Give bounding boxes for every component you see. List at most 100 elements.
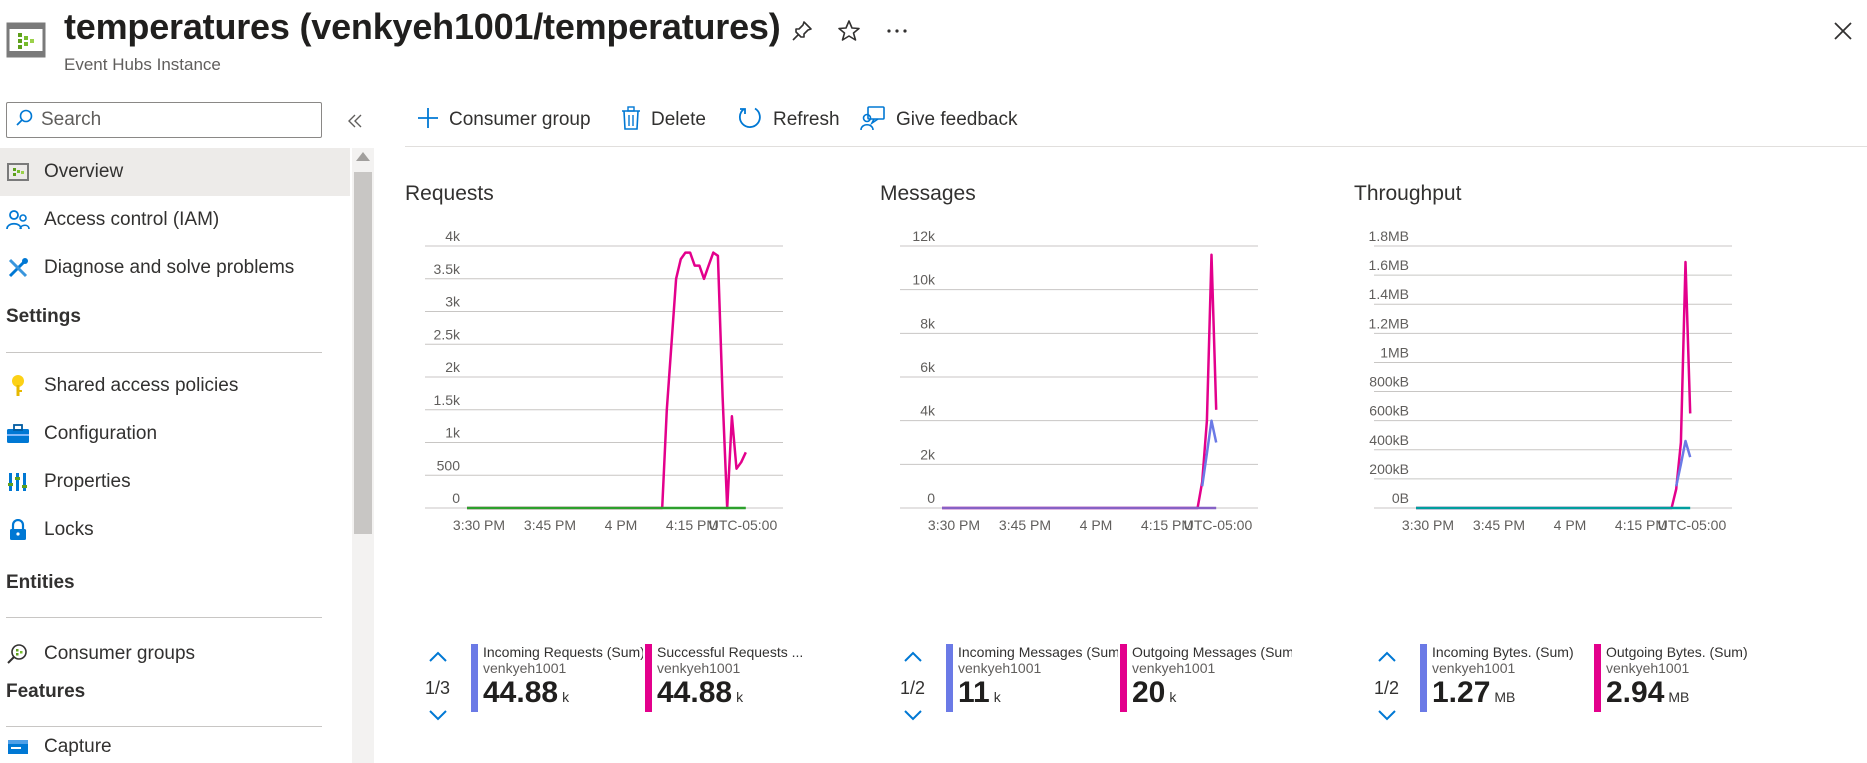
- legend-resource: venkyeh1001: [1132, 660, 1216, 676]
- legend-item[interactable]: Outgoing Bytes. (Sum) venkyeh1001 2.94 MB: [1594, 644, 1766, 714]
- legend-color-bar: [1420, 644, 1427, 712]
- legend-item[interactable]: Successful Requests ... venkyeh1001 44.8…: [645, 644, 817, 714]
- y-tick-label: 500: [437, 457, 461, 473]
- legend-value: 20 k: [1132, 676, 1292, 714]
- x-tick-label: 4 PM: [1554, 517, 1587, 533]
- legend-value-number: 44.88: [657, 676, 733, 709]
- refresh-button[interactable]: Refresh: [737, 100, 840, 140]
- button-label: Refresh: [773, 109, 840, 130]
- y-tick-label: 0: [927, 490, 935, 506]
- wrench-icon: [6, 256, 30, 280]
- event-hub-icon: [6, 160, 30, 184]
- series-line: [1674, 439, 1692, 487]
- requests-chart-card[interactable]: Requests 0 500 1k 1.5k 2k 2.5k 3k 3.5k 4k 3:30 PM…: [405, 176, 875, 736]
- scroll-thumb[interactable]: [354, 172, 372, 534]
- x-tick-label: 3:30 PM: [1402, 517, 1454, 533]
- add-consumer-group-button[interactable]: Consumer group: [417, 100, 591, 140]
- y-tick-label: 1.2MB: [1369, 315, 1409, 331]
- section-title-features: Features: [6, 681, 86, 702]
- legend-item[interactable]: Outgoing Messages (Sum) venkyeh1001 20 k: [1120, 644, 1292, 714]
- sidebar-item-properties[interactable]: Properties: [0, 458, 350, 506]
- legend-value-unit: MB: [1668, 689, 1690, 705]
- x-tick-label: 3:45 PM: [999, 517, 1051, 533]
- x-tick-label: 3:30 PM: [928, 517, 980, 533]
- close-icon[interactable]: [1826, 14, 1860, 48]
- sidebar-item-locks[interactable]: Locks: [0, 506, 350, 554]
- pin-icon[interactable]: [785, 14, 819, 48]
- legend-item[interactable]: Incoming Bytes. (Sum) venkyeh1001 1.27 MB: [1420, 644, 1592, 714]
- sidebar-item-label: Properties: [44, 471, 131, 492]
- sidebar-nav: Overview Access control (IAM) Diagnose a…: [0, 148, 350, 763]
- search-box[interactable]: [6, 102, 322, 138]
- ellipsis-icon[interactable]: [880, 14, 914, 48]
- double-chevron-left-icon[interactable]: [340, 106, 370, 136]
- y-tick-label: 1k: [445, 425, 461, 441]
- y-tick-label: 3k: [445, 294, 461, 310]
- section-title-settings: Settings: [6, 306, 81, 327]
- chevron-up-icon[interactable]: [427, 650, 449, 664]
- page-title: temperatures (venkyeh1001/temperatures): [64, 6, 781, 47]
- y-tick-label: 1.4MB: [1369, 286, 1409, 302]
- sidebar-item-label: Shared access policies: [44, 375, 239, 396]
- legend-value-unit: MB: [1494, 689, 1516, 705]
- throughput-line-chart[interactable]: 0B 200kB 400kB 600kB 800kB 1MB 1.2MB 1.4MB 1.6MB…: [1354, 228, 1824, 616]
- requests-line-chart[interactable]: 0 500 1k 1.5k 2k 2.5k 3k 3.5k 4k 3:30 PM 3:45 PM 4 …: [405, 228, 875, 616]
- sidebar-item-diagnose[interactable]: Diagnose and solve problems: [0, 244, 350, 292]
- sidebar-scrollbar[interactable]: [352, 148, 374, 763]
- star-icon[interactable]: [832, 14, 866, 48]
- properties-icon: [6, 470, 30, 494]
- sidebar-item-capture[interactable]: Capture: [0, 723, 350, 763]
- y-tick-label: 4k: [445, 228, 461, 244]
- sidebar-item-consumer-groups[interactable]: Consumer groups: [0, 630, 350, 678]
- legend-name: Outgoing Messages (Sum): [1132, 644, 1292, 660]
- throughput-chart-card[interactable]: Throughput 0B 200kB 400kB 600kB 800kB 1MB 1.2M…: [1354, 176, 1824, 736]
- chevron-up-icon[interactable]: [1376, 650, 1398, 664]
- y-tick-label: 3.5k: [434, 261, 461, 277]
- search-icon: [15, 109, 33, 132]
- sidebar-item-label: Access control (IAM): [44, 209, 220, 230]
- button-label: Delete: [651, 109, 706, 130]
- sidebar-item-overview[interactable]: Overview: [0, 148, 350, 196]
- x-tick-label: UTC-05:00: [1658, 517, 1727, 533]
- legend-page-indicator: 1/3: [425, 678, 451, 698]
- y-tick-label: 10k: [912, 272, 936, 288]
- scroll-up-arrow-icon[interactable]: [356, 152, 370, 161]
- legend-pager: 1/2: [1374, 650, 1404, 730]
- chevron-up-icon[interactable]: [902, 650, 924, 664]
- y-tick-label: 200kB: [1369, 461, 1409, 477]
- chevron-down-icon[interactable]: [902, 708, 924, 722]
- legend-value-unit: k: [993, 689, 1001, 705]
- legend-item[interactable]: Incoming Messages (Sum) venkyeh1001 11 k: [946, 644, 1118, 714]
- chevron-down-icon[interactable]: [427, 708, 449, 722]
- section-title-entities: Entities: [6, 572, 75, 593]
- legend-resource: venkyeh1001: [958, 660, 1042, 676]
- people-icon: [6, 208, 30, 232]
- y-tick-label: 12k: [912, 228, 936, 244]
- legend-name: Incoming Requests (Sum): [483, 644, 643, 660]
- x-tick-label: 3:30 PM: [453, 517, 505, 533]
- y-tick-label: 2.5k: [434, 326, 461, 342]
- messages-chart-card[interactable]: Messages 0 2k 4k 6k 8k 10k 12k 3:30 PM 3:45 PM 4 …: [880, 176, 1350, 736]
- legend-page-indicator: 1/2: [900, 678, 926, 698]
- y-tick-label: 600kB: [1369, 403, 1409, 419]
- give-feedback-button[interactable]: Give feedback: [860, 100, 1017, 140]
- chart-title: Throughput: [1354, 182, 1462, 205]
- series-line: [942, 253, 1218, 510]
- search-input[interactable]: [41, 109, 311, 131]
- blade-header: temperatures (venkyeh1001/temperatures) …: [0, 0, 1867, 80]
- sidebar-item-configuration[interactable]: Configuration: [0, 410, 350, 458]
- chevron-down-icon[interactable]: [1376, 708, 1398, 722]
- legend-item[interactable]: Incoming Requests (Sum) venkyeh1001 44.8…: [471, 644, 643, 714]
- y-tick-label: 0B: [1392, 490, 1409, 506]
- sidebar-item-label: Consumer groups: [44, 643, 196, 664]
- legend-value: 44.88 k: [657, 676, 817, 714]
- legend-pager: 1/3: [425, 650, 455, 730]
- delete-button[interactable]: Delete: [621, 100, 706, 140]
- x-tick-label: UTC-05:00: [709, 517, 778, 533]
- messages-line-chart[interactable]: 0 2k 4k 6k 8k 10k 12k 3:30 PM 3:45 PM 4 PM 4:15 PM…: [880, 228, 1350, 616]
- sidebar-item-shared-access-policies[interactable]: Shared access policies: [0, 362, 350, 410]
- key-icon: [6, 374, 30, 398]
- sidebar-item-access-control[interactable]: Access control (IAM): [0, 196, 350, 244]
- section-divider: [6, 352, 322, 353]
